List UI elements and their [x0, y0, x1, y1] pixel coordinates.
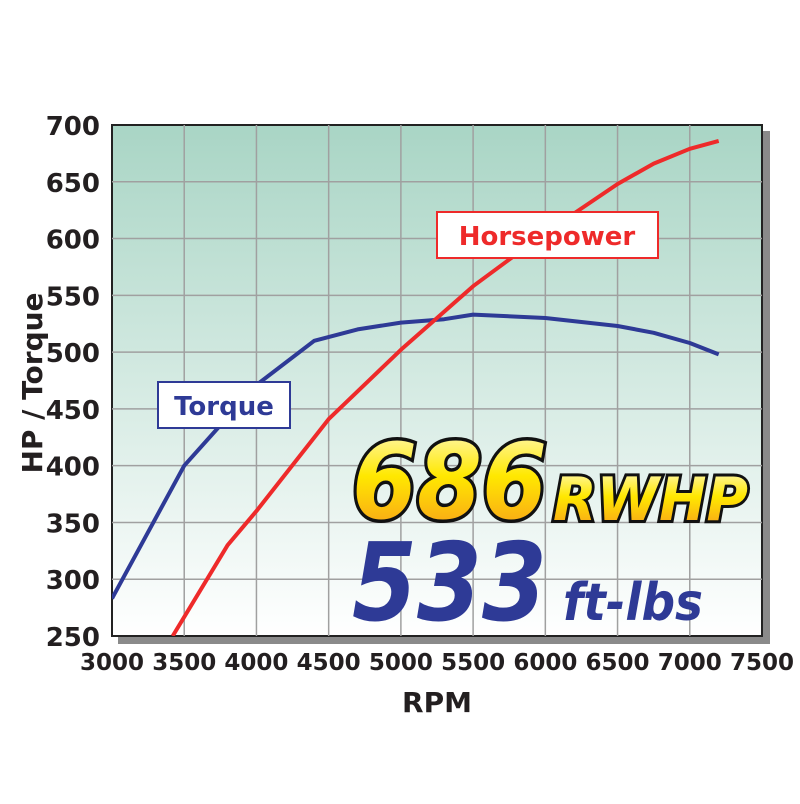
peak-hp-unit: RWHP	[553, 465, 748, 535]
legend-torque-label: Torque	[174, 392, 274, 422]
y-tick-label: 400	[46, 453, 100, 483]
y-tick-label: 500	[46, 339, 100, 369]
y-tick-label: 600	[46, 226, 100, 256]
x-tick-label: 5500	[441, 650, 505, 676]
y-tick-label: 650	[46, 169, 100, 199]
y-axis: 250 300 350 400 450 500 550 600 650 700	[46, 112, 100, 653]
peak-hp-value: 686	[352, 421, 547, 543]
peak-torque-unit: ft-lbs	[563, 573, 703, 633]
y-tick-label: 700	[46, 112, 100, 142]
x-tick-label: 4000	[224, 650, 288, 676]
legend-horsepower: Horsepower	[436, 211, 659, 259]
x-tick-label: 3000	[80, 650, 144, 676]
y-tick-label: 300	[46, 566, 100, 596]
x-axis: 3000 3500 4000 4500 5000 5500 6000 6500 7000 7500	[80, 650, 794, 676]
y-tick-label: 450	[46, 396, 100, 426]
plot-area	[111, 124, 763, 637]
y-tick-label: 350	[46, 509, 100, 539]
x-tick-label: 4500	[297, 650, 361, 676]
y-tick-label: 550	[46, 282, 100, 312]
x-tick-label: 6000	[513, 650, 577, 676]
x-tick-label: 6500	[586, 650, 650, 676]
x-tick-label: 7500	[730, 650, 794, 676]
series-line-horsepower	[170, 138, 720, 636]
legend-torque: Torque	[157, 381, 291, 429]
x-axis-label: RPM	[402, 686, 472, 719]
y-axis-label: HP / Torque	[16, 292, 49, 473]
x-tick-label: 7000	[658, 650, 722, 676]
peak-callout: 686 RWHP 533 ft-lbs	[349, 418, 752, 647]
x-tick-label: 3500	[152, 650, 216, 676]
x-tick-label: 5000	[369, 650, 433, 676]
legend-horsepower-label: Horsepower	[459, 222, 636, 252]
peak-torque-value: 533	[352, 521, 547, 646]
y-tick-label: 250	[46, 623, 100, 653]
